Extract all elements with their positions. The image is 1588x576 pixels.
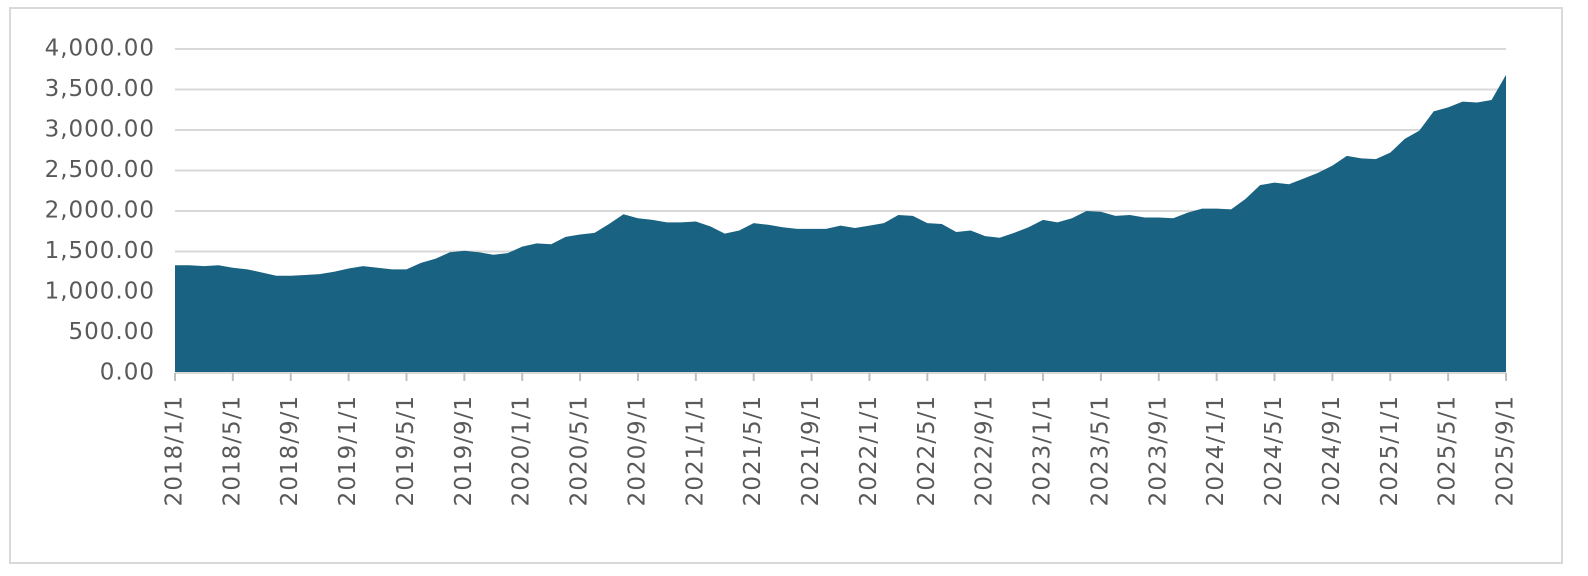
x-tick-label: 2023/5/1 [1087,395,1113,506]
x-tick-label: 2024/5/1 [1261,395,1287,506]
x-tick-label: 2020/1/1 [509,395,535,506]
x-tick-label: 2020/5/1 [567,395,593,506]
y-tick-label: 1,500.00 [45,238,155,264]
area [175,74,1506,374]
y-tick-label: 0.00 [100,360,155,386]
x-tick-label: 2018/9/1 [277,395,303,506]
x-tick-label: 2021/9/1 [798,395,824,506]
x-tick-label: 2024/1/1 [1203,395,1229,506]
x-tick-label: 2021/5/1 [740,395,766,506]
x-tick-label: 2018/1/1 [162,395,188,506]
x-tick-label: 2021/1/1 [682,395,708,506]
y-tick-label: 2,000.00 [45,198,155,224]
x-tick-label: 2018/5/1 [219,395,245,506]
x-tick-label: 2022/1/1 [856,395,882,506]
x-tick-label: 2022/5/1 [914,395,940,506]
y-tick-label: 3,000.00 [45,117,155,143]
x-tick-label: 2024/9/1 [1319,395,1345,506]
x-tick-label: 2019/5/1 [393,395,419,506]
x-tick-label: 2019/9/1 [451,395,477,506]
y-tick-label: 1,000.00 [45,279,155,305]
x-tick-label: 2023/9/1 [1145,395,1171,506]
x-tick-label: 2019/1/1 [335,395,361,506]
y-tick-label: 4,000.00 [45,36,155,62]
x-tick-label: 2022/9/1 [972,395,998,506]
y-tick-label: 2,500.00 [45,157,155,183]
y-tick-label: 500.00 [69,319,155,345]
x-tick-label: 2020/9/1 [624,395,650,506]
x-tick-label: 2025/1/1 [1377,395,1403,506]
x-tick-label: 2025/9/1 [1493,395,1519,506]
x-tick-label: 2025/5/1 [1435,395,1461,506]
y-tick-label: 3,500.00 [45,76,155,102]
x-tick-label: 2023/1/1 [1030,395,1056,506]
